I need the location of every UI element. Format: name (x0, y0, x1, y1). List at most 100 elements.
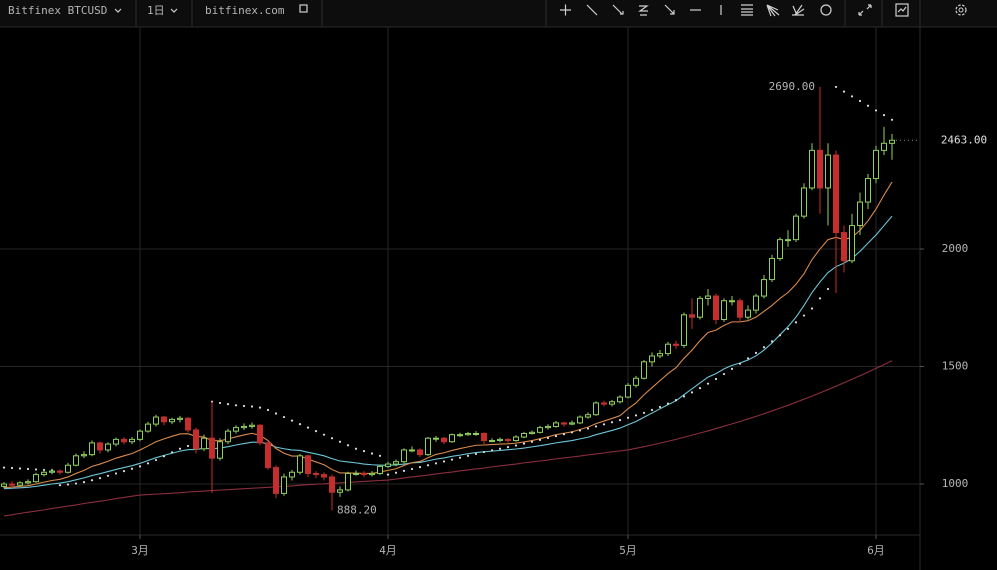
candle-body (825, 154, 831, 189)
indicator-button[interactable] (895, 3, 909, 17)
sar-dot (450, 458, 454, 461)
candle-body (185, 417, 191, 431)
sar-dot (250, 405, 254, 408)
candle-body (265, 442, 271, 469)
sar-dot (650, 408, 654, 412)
candle-body (233, 427, 239, 432)
candle-body (33, 474, 39, 483)
settings-button[interactable] (955, 4, 967, 16)
sar-dot (138, 465, 142, 468)
sar-dot (298, 422, 302, 426)
candle-body (353, 472, 359, 475)
sar-dot (226, 403, 230, 406)
sar-dot (74, 482, 78, 485)
candle-body (97, 442, 103, 451)
sar-dot (410, 467, 414, 471)
candle-body (881, 142, 887, 151)
candle-body (449, 434, 455, 443)
candle-body (625, 384, 631, 398)
candle-body (393, 461, 399, 465)
interval-label[interactable]: 1日 (147, 4, 165, 17)
candle-body (65, 464, 71, 473)
fullscreen-button[interactable] (858, 4, 872, 16)
candle-body (801, 187, 807, 217)
candle-body (153, 416, 159, 425)
sar-dot (282, 415, 286, 419)
sar-dot (18, 467, 22, 470)
candle-body (145, 423, 151, 432)
sar-dot (338, 440, 342, 443)
grid (0, 27, 920, 535)
sar-dot (538, 438, 542, 441)
sar-dot (850, 95, 854, 98)
candle-body (713, 295, 719, 321)
candle-body (785, 239, 791, 242)
crosshair-tool[interactable] (560, 4, 571, 16)
candle-body (329, 476, 335, 493)
sar-dot (498, 447, 502, 450)
sar-dot (474, 452, 478, 456)
arrow-tool[interactable] (612, 4, 624, 15)
sar-dot (258, 406, 262, 409)
sar-dot (586, 427, 590, 430)
sar-dot (394, 471, 398, 474)
candle-body (257, 424, 263, 444)
candle-body (377, 465, 383, 474)
candle-body (481, 432, 487, 442)
candle-body (865, 178, 871, 203)
ray-tool[interactable] (664, 4, 675, 15)
sar-dot (562, 433, 566, 436)
candle-body (369, 472, 375, 476)
candle-body (457, 434, 463, 437)
candle-body (417, 449, 423, 456)
candle-body (225, 430, 231, 443)
sar-dot (618, 419, 622, 422)
symbol-label[interactable]: Bitfinex BTCUSD (8, 4, 107, 17)
sar-dot (266, 408, 270, 412)
sar-dot (834, 85, 838, 89)
sar-dot (170, 451, 174, 454)
candle-body (473, 432, 479, 435)
sar-dot (442, 460, 446, 463)
candle-body (521, 432, 527, 438)
sar-dot (26, 467, 30, 471)
candle-body (137, 430, 143, 440)
pitchfork-tool[interactable] (638, 5, 649, 16)
sar-dot (826, 287, 830, 291)
candle-body (633, 377, 639, 386)
candle-body (721, 300, 727, 321)
ellipse-tool[interactable] (820, 4, 832, 16)
candle-body (409, 449, 415, 452)
trendline-tool[interactable] (586, 4, 598, 16)
sar-dot (346, 444, 350, 447)
candle-body (769, 257, 775, 281)
sar-dot (2, 466, 6, 469)
gann-tool[interactable] (792, 4, 805, 16)
candle-body (505, 438, 511, 442)
candle-body (73, 455, 79, 466)
site-link[interactable]: bitfinex.com (205, 4, 285, 17)
sar-dot (66, 483, 70, 486)
candle-body (601, 402, 607, 405)
candle-body (161, 416, 167, 423)
sar-dot (698, 387, 702, 390)
fib-tool[interactable] (741, 4, 753, 16)
sar-dot (290, 419, 294, 422)
sar-dot (154, 458, 158, 462)
sar-dot (458, 456, 462, 459)
sar-dot (530, 440, 534, 443)
settings-hub (958, 7, 964, 13)
symbol-caret (114, 8, 122, 13)
candle-body (193, 429, 199, 450)
sar-dot (802, 314, 806, 317)
sar-dot (146, 462, 150, 465)
sar-dot (874, 109, 878, 112)
sar-dot (810, 307, 814, 310)
axes: 1000 1500 2000 3月 4月 5月 6月 2463.00 (131, 133, 987, 557)
x-tick-label: 4月 (379, 544, 397, 557)
candle-body (345, 472, 351, 491)
sar-dot (178, 447, 182, 450)
sar-dot (274, 412, 278, 415)
fan-tool[interactable] (766, 4, 780, 17)
